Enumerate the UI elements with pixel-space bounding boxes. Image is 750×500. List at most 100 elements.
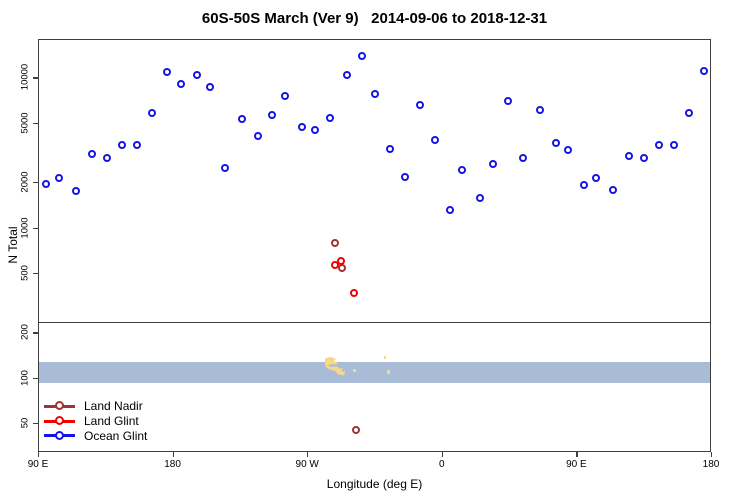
data-point-ocean-glint [625,152,634,161]
legend-marker-icon [44,416,75,427]
data-point-ocean-glint [297,123,306,132]
x-axis-tick [307,452,309,457]
data-point-ocean-glint [357,51,366,60]
y-axis-tick [33,227,38,229]
data-point-ocean-glint [430,135,439,144]
legend: Land Nadir Land Glint Ocean Glint [44,399,147,443]
data-point-ocean-glint [254,131,263,140]
x-axis-tick-label: 90 E [566,459,587,470]
legend-label: Land Nadir [84,399,143,414]
chart-title: 60S-50S March (Ver 9) 2014-09-06 to 2018… [201,10,548,27]
data-point-ocean-glint [445,205,454,214]
data-point-ocean-glint [685,108,694,117]
data-point-ocean-glint [342,70,351,79]
data-point-ocean-glint [193,70,202,79]
x-axis-tick [38,452,40,457]
legend-label: Land Glint [84,414,139,429]
data-point-ocean-glint [311,125,320,134]
legend-label: Ocean Glint [84,428,148,443]
legend-marker-ring [55,401,64,411]
data-point-ocean-glint [88,150,97,159]
x-axis-title: Longitude (deg E) [326,477,423,491]
x-axis-tick [441,452,443,457]
data-point-ocean-glint [237,114,246,123]
y-axis-tick-label: 2000 [19,171,31,193]
data-point-ocean-glint [519,153,528,162]
data-point-ocean-glint [457,166,466,175]
data-point-ocean-glint [41,180,50,189]
y-axis-tick-label: 10000 [19,64,31,91]
data-point-ocean-glint [55,173,64,182]
y-axis-tick-label: 500 [19,264,31,281]
data-point-ocean-glint [385,144,394,153]
legend-marker-icon [44,401,75,412]
x-axis-tick-label: 0 [439,459,445,470]
data-point-ocean-glint [206,83,215,92]
data-point-ocean-glint [504,96,513,105]
data-point-ocean-glint [71,187,80,196]
y-axis-title: N Total [6,226,20,264]
y-axis-tick-label: 5000 [19,111,31,134]
latitude-strip-band [39,361,710,383]
data-point-ocean-glint [415,100,424,109]
legend-entry: Land Glint [44,414,147,429]
y-axis-tick [33,122,38,124]
legend-entry: Land Nadir [44,399,147,414]
y-axis-tick-label: 200 [19,324,31,341]
x-axis-tick-label: 90 E [27,459,49,470]
land-mark [383,355,387,359]
data-point-ocean-glint [592,174,601,183]
data-point-ocean-glint [221,163,230,172]
data-point-ocean-glint [580,181,589,190]
y-axis-tick [33,422,38,425]
data-point-land-nadir [338,264,347,273]
land-mark [353,369,356,373]
data-point-ocean-glint [670,141,679,150]
data-point-land-nadir [330,238,339,247]
data-point-ocean-glint [371,89,379,98]
data-point-ocean-glint [133,141,142,150]
data-point-ocean-glint [103,153,112,162]
y-axis-tick-label: 100 [19,369,31,386]
y-axis-tick-label: 50 [19,417,31,429]
y-axis-tick-label: 1000 [19,216,31,239]
data-point-land-nadir [351,426,360,435]
data-point-land-glint [350,288,359,297]
data-point-ocean-glint [267,110,276,119]
data-point-ocean-glint [326,114,335,123]
legend-marker-ring [55,430,64,440]
data-point-ocean-glint [640,153,649,162]
y-axis-tick [33,272,38,274]
data-point-ocean-glint [400,173,409,182]
legend-marker-ring [55,416,64,426]
data-point-land-glint [330,261,339,270]
x-axis-tick-label: 180 [702,459,720,470]
data-point-ocean-glint [655,141,664,150]
legend-entry: Ocean Glint [44,428,147,443]
panel-divider-line [39,321,710,324]
data-point-ocean-glint [475,193,484,202]
data-point-ocean-glint [176,79,185,88]
data-point-ocean-glint [535,105,544,114]
data-point-ocean-glint [281,92,290,101]
legend-marker-icon [44,430,75,441]
data-point-ocean-glint [700,67,709,76]
land-mark [386,370,391,374]
data-point-ocean-glint [148,108,157,117]
y-axis-tick [33,77,38,79]
plot-area [38,39,711,452]
y-axis-tick [33,377,38,379]
x-axis-tick [172,452,174,457]
y-axis-tick [33,332,38,334]
x-axis-tick-label: 180 [164,459,181,470]
data-point-ocean-glint [551,138,560,147]
data-point-ocean-glint [608,186,617,195]
data-point-ocean-glint [563,146,572,155]
data-point-ocean-glint [163,68,172,77]
x-axis-tick-label: 90 W [295,459,319,470]
data-point-ocean-glint [118,141,127,150]
x-axis-tick [576,452,578,457]
data-point-ocean-glint [489,159,498,168]
y-axis-tick [33,182,38,184]
